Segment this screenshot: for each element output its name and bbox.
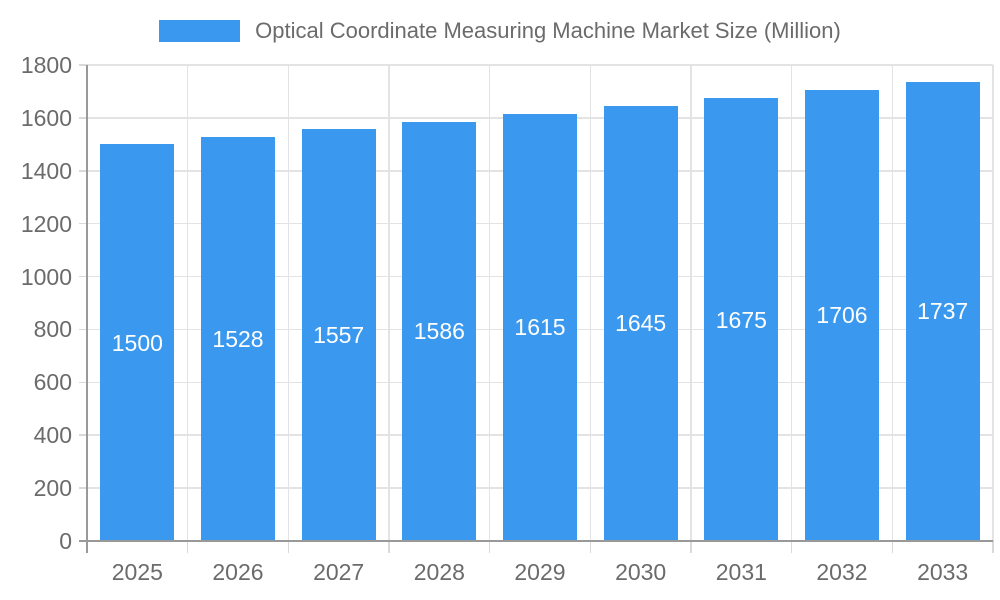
y-axis-tick bbox=[79, 222, 87, 225]
x-axis-label: 2033 bbox=[917, 559, 969, 585]
bar[interactable]: 1528 bbox=[201, 136, 275, 541]
y-axis-label: 1600 bbox=[20, 104, 72, 131]
bar-value-label: 1675 bbox=[715, 306, 767, 333]
x-axis-tick bbox=[790, 541, 793, 553]
legend-swatch bbox=[159, 20, 241, 42]
bar[interactable]: 1586 bbox=[402, 121, 477, 541]
x-axis-label: 2029 bbox=[514, 559, 566, 585]
gridline-vertical bbox=[186, 65, 189, 541]
x-axis-tick bbox=[992, 541, 994, 553]
bar[interactable]: 1675 bbox=[704, 98, 779, 541]
gridline-vertical bbox=[488, 65, 491, 541]
y-axis-tick bbox=[79, 117, 87, 119]
chart-legend[interactable]: Optical Coordinate Measuring Machine Mar… bbox=[0, 18, 1000, 44]
bar-value-label: 1586 bbox=[413, 318, 465, 345]
x-axis-line bbox=[79, 540, 993, 542]
y-axis-tick bbox=[79, 275, 87, 278]
gridline-horizontal bbox=[87, 64, 993, 66]
bar-value-label: 1706 bbox=[816, 302, 868, 329]
y-axis-label: 600 bbox=[33, 369, 72, 396]
x-axis-label: 2030 bbox=[615, 559, 667, 585]
y-axis-label: 800 bbox=[33, 316, 72, 343]
x-axis-tick bbox=[891, 541, 894, 553]
y-axis-label: 1800 bbox=[20, 52, 72, 78]
gridline-vertical bbox=[891, 65, 894, 541]
gridline-vertical bbox=[790, 65, 793, 541]
bar-value-label: 1737 bbox=[917, 298, 969, 325]
bar-value-label: 1500 bbox=[111, 329, 163, 356]
bar-value-label: 1645 bbox=[615, 310, 667, 337]
x-axis-label: 2032 bbox=[816, 559, 868, 585]
y-axis-label: 200 bbox=[33, 475, 72, 502]
y-axis-label: 400 bbox=[33, 422, 72, 449]
y-axis-label: 1000 bbox=[20, 263, 72, 290]
y-axis-tick bbox=[79, 64, 87, 66]
gridline-vertical bbox=[690, 65, 692, 541]
y-axis-label: 0 bbox=[59, 528, 72, 554]
y-axis-label: 1200 bbox=[20, 210, 72, 237]
bar[interactable]: 1557 bbox=[301, 129, 376, 541]
x-axis-label: 2026 bbox=[212, 559, 264, 585]
x-axis-tick bbox=[589, 541, 592, 553]
x-axis-label: 2031 bbox=[715, 559, 767, 585]
bar[interactable]: 1615 bbox=[503, 113, 577, 541]
y-axis-tick bbox=[79, 328, 87, 331]
x-axis-tick bbox=[690, 541, 692, 553]
y-axis-label: 1400 bbox=[20, 157, 72, 184]
gridline-vertical bbox=[992, 65, 994, 541]
bar-value-label: 1557 bbox=[313, 322, 365, 349]
legend-label: Optical Coordinate Measuring Machine Mar… bbox=[255, 18, 841, 43]
x-axis-tick bbox=[186, 541, 189, 553]
y-axis-tick bbox=[79, 434, 87, 436]
gridline-vertical bbox=[589, 65, 592, 541]
x-axis-tick bbox=[388, 541, 390, 553]
x-axis-label: 2025 bbox=[111, 559, 163, 585]
x-axis-label: 2027 bbox=[313, 559, 365, 585]
bar[interactable]: 1706 bbox=[805, 89, 879, 541]
bar-value-label: 1528 bbox=[212, 325, 264, 352]
x-axis-label: 2028 bbox=[413, 559, 465, 585]
bar[interactable]: 1645 bbox=[603, 105, 678, 541]
y-axis-tick bbox=[79, 170, 87, 172]
y-axis-line bbox=[86, 65, 88, 553]
gridline-vertical bbox=[388, 65, 390, 541]
bar[interactable]: 1500 bbox=[100, 144, 175, 541]
bar[interactable]: 1737 bbox=[905, 81, 980, 541]
y-axis-tick bbox=[79, 487, 87, 489]
bar-value-label: 1615 bbox=[514, 314, 566, 341]
x-axis-tick bbox=[488, 541, 491, 553]
x-axis-tick bbox=[287, 541, 290, 553]
gridline-vertical bbox=[287, 65, 290, 541]
y-axis-tick bbox=[79, 381, 87, 384]
